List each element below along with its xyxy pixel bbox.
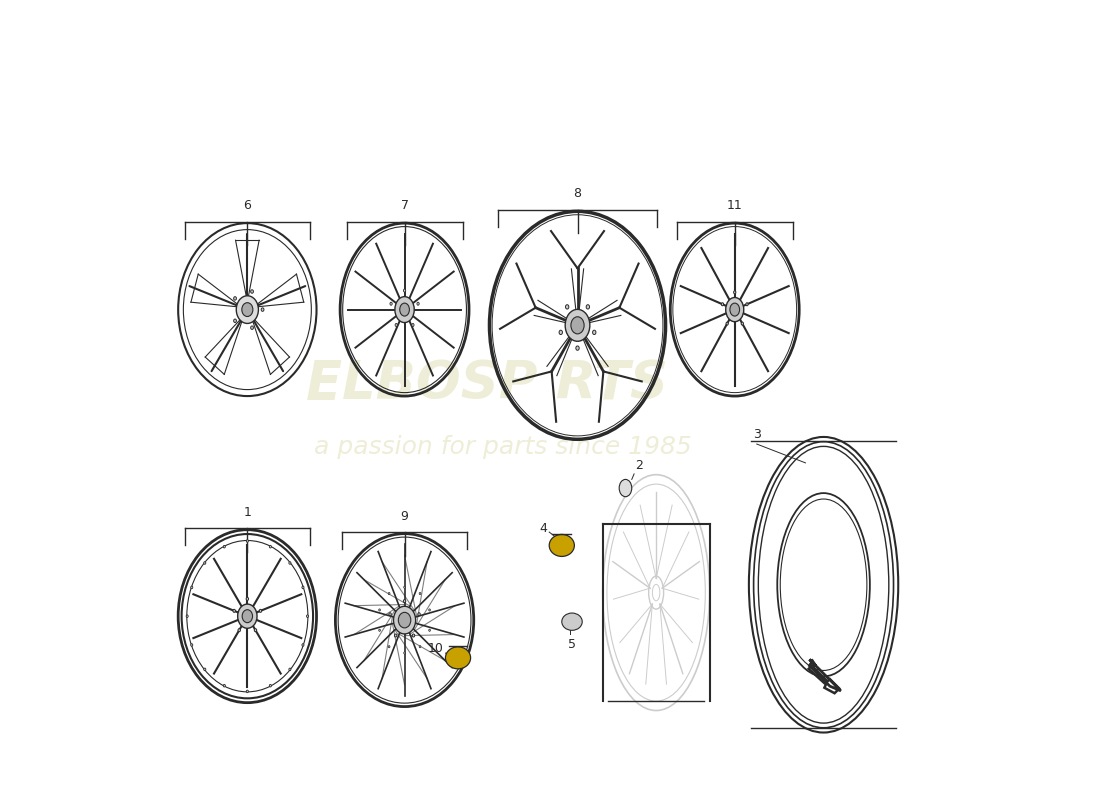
Ellipse shape	[223, 546, 225, 548]
Ellipse shape	[270, 684, 272, 687]
Ellipse shape	[389, 613, 392, 616]
Ellipse shape	[412, 634, 415, 637]
Ellipse shape	[411, 323, 414, 326]
Text: 9: 9	[400, 510, 408, 522]
Ellipse shape	[446, 647, 471, 669]
Ellipse shape	[571, 317, 584, 334]
Ellipse shape	[562, 613, 582, 630]
Ellipse shape	[619, 479, 631, 497]
Ellipse shape	[575, 346, 580, 350]
Text: 1: 1	[243, 506, 251, 518]
Ellipse shape	[404, 599, 406, 602]
Ellipse shape	[190, 586, 192, 589]
Ellipse shape	[204, 562, 206, 564]
Ellipse shape	[307, 615, 309, 618]
Text: 10: 10	[428, 642, 444, 655]
Ellipse shape	[289, 668, 290, 670]
Text: 5: 5	[568, 638, 576, 651]
Ellipse shape	[260, 610, 262, 612]
Ellipse shape	[399, 303, 409, 316]
Text: 6: 6	[243, 199, 251, 212]
Ellipse shape	[223, 684, 225, 687]
Ellipse shape	[233, 319, 236, 322]
Ellipse shape	[565, 310, 590, 342]
Text: 11: 11	[727, 199, 742, 212]
Ellipse shape	[726, 298, 744, 322]
Ellipse shape	[301, 644, 304, 646]
Ellipse shape	[236, 296, 258, 323]
Ellipse shape	[238, 604, 257, 628]
Ellipse shape	[289, 562, 290, 564]
Ellipse shape	[246, 598, 249, 600]
Ellipse shape	[398, 612, 410, 628]
Ellipse shape	[586, 305, 590, 309]
Ellipse shape	[261, 308, 264, 311]
Ellipse shape	[593, 330, 596, 334]
Ellipse shape	[404, 586, 406, 588]
Ellipse shape	[559, 330, 562, 334]
Ellipse shape	[388, 646, 390, 648]
Ellipse shape	[251, 290, 253, 294]
Ellipse shape	[190, 644, 192, 646]
Ellipse shape	[378, 609, 381, 611]
Ellipse shape	[301, 586, 304, 589]
Text: 3: 3	[752, 428, 761, 441]
Ellipse shape	[233, 610, 235, 612]
Ellipse shape	[734, 290, 736, 294]
Ellipse shape	[404, 652, 406, 654]
Text: 7: 7	[400, 199, 408, 212]
Ellipse shape	[233, 297, 236, 300]
Ellipse shape	[254, 629, 256, 632]
Ellipse shape	[270, 546, 272, 548]
Ellipse shape	[429, 629, 430, 631]
Ellipse shape	[251, 326, 253, 330]
Ellipse shape	[238, 629, 241, 632]
Ellipse shape	[204, 668, 206, 670]
Ellipse shape	[417, 302, 419, 306]
Ellipse shape	[378, 629, 381, 631]
Ellipse shape	[746, 302, 748, 306]
Ellipse shape	[429, 609, 430, 611]
Ellipse shape	[726, 322, 728, 325]
Ellipse shape	[186, 615, 188, 618]
Ellipse shape	[418, 613, 420, 616]
Ellipse shape	[741, 322, 744, 325]
Text: ELBOSP RTS: ELBOSP RTS	[306, 358, 668, 410]
Ellipse shape	[242, 610, 253, 622]
Text: 2: 2	[635, 459, 642, 472]
Ellipse shape	[549, 534, 574, 557]
Ellipse shape	[419, 646, 421, 648]
Text: 4: 4	[540, 522, 548, 534]
Ellipse shape	[395, 297, 415, 322]
Ellipse shape	[242, 302, 253, 317]
Ellipse shape	[246, 540, 249, 542]
Ellipse shape	[730, 303, 739, 316]
Ellipse shape	[722, 302, 724, 306]
Ellipse shape	[404, 289, 406, 292]
Ellipse shape	[395, 634, 397, 637]
Text: 8: 8	[573, 187, 582, 200]
Ellipse shape	[565, 305, 569, 309]
Text: a passion for parts since 1985: a passion for parts since 1985	[314, 435, 692, 459]
Ellipse shape	[388, 593, 390, 594]
Ellipse shape	[419, 593, 421, 594]
Ellipse shape	[390, 302, 393, 306]
Ellipse shape	[246, 690, 249, 693]
Ellipse shape	[394, 606, 416, 634]
Ellipse shape	[395, 323, 397, 326]
